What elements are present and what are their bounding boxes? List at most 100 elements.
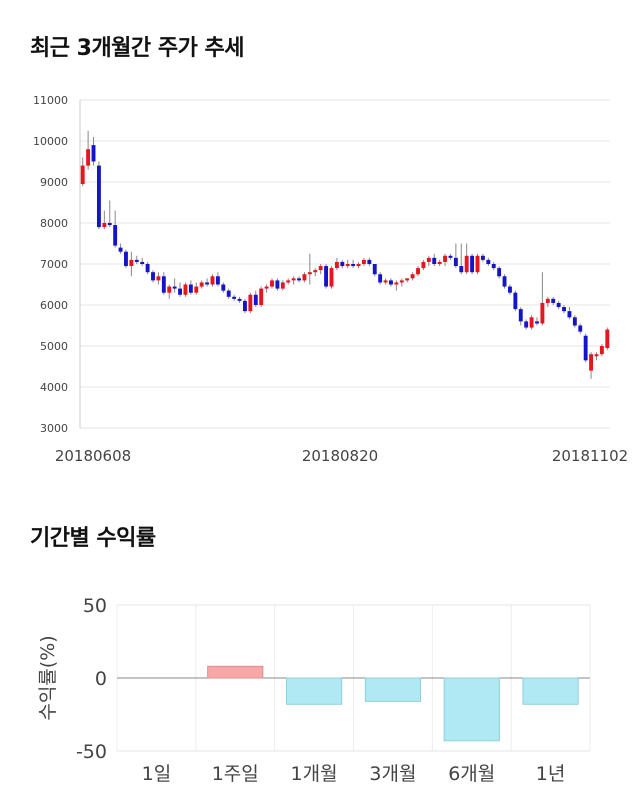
candle-body [96,165,101,228]
price-trend-title: 최근 3개월간 주가 추세 [30,36,244,61]
candle-body [345,264,350,267]
candle-body [107,223,112,226]
candle-body [599,346,604,355]
candle-body [551,298,556,303]
candle-body [389,280,393,285]
candle-body [578,325,583,332]
candle-body [221,284,226,291]
candle-body [361,259,366,264]
candle-body [324,266,329,287]
candle-body [264,286,269,289]
candle-body [297,278,301,281]
candle-body [259,288,264,305]
candle-body [129,259,134,267]
candle-body [183,284,188,295]
candle-body [334,261,339,269]
return-bar [522,677,579,705]
candle-body [151,272,155,281]
category-label: 3개월 [369,763,416,785]
y-tick-label: 10000 [33,135,68,148]
candle-body [102,223,107,228]
candle-body [291,278,296,281]
candle-body [210,276,215,285]
candle-body [524,321,529,328]
y-tick-label: 11000 [33,94,68,107]
candle-body [286,280,291,283]
x-tick-label: 20180820 [302,447,378,465]
candle-body [605,329,610,349]
candle-body [275,280,280,289]
candle-body [232,296,237,299]
candle-body [367,259,372,264]
y-tick-label: 4000 [40,381,68,394]
candle-body [443,255,447,262]
y-tick-label: 5000 [40,340,68,353]
candle-body [437,261,442,264]
candle-body [253,294,258,305]
candle-body [199,282,204,287]
candle-body [140,261,145,264]
candle-body [426,257,431,262]
candle-body [307,272,312,275]
period-return-title: 기간별 수익률 [30,526,156,551]
candle-body [410,274,415,279]
candle-body [540,302,545,324]
candle-body [480,255,485,260]
category-label: 6개월 [448,763,495,785]
y-tick-label: 8000 [40,217,68,230]
category-label: 1주일 [212,763,259,785]
candle-body [215,276,220,285]
candle-body [226,290,231,297]
candle-body [80,165,85,185]
candle-body [383,280,388,283]
candle-body [475,255,480,273]
candle-body [161,276,166,293]
candle-body [453,257,458,267]
candle-body [572,317,577,326]
candle-body [91,145,96,162]
candle-body [318,266,323,271]
candle-body [145,264,150,273]
candle-body [567,311,572,318]
candle-body [313,270,318,273]
candle-body [589,354,594,371]
candle-body [113,225,118,246]
candle-body [518,309,523,322]
candle-body [470,255,475,273]
candle-body [513,292,518,310]
return-bar [285,677,343,705]
candle-body [529,317,534,328]
candle-body [497,268,502,277]
candle-body [280,282,285,289]
candle-body [356,264,361,267]
candle-body [535,321,539,324]
candle-body [248,294,253,312]
candle-body [270,280,274,287]
y-tick-label: 7000 [40,258,68,271]
candle-body [502,276,507,287]
candle-body [86,149,91,166]
y-tick-label: 6000 [40,299,68,312]
candle-body [416,268,420,275]
candle-body [340,261,345,267]
candle-body [302,274,307,281]
candle-body [545,298,550,303]
y-tick-label: -50 [76,741,107,763]
candle-body [399,280,404,283]
candle-body [134,259,139,262]
candle-body [594,354,599,357]
candle-body [464,255,469,273]
candle-body [432,257,437,264]
category-label: 1년 [536,763,566,785]
candle-body [156,276,161,281]
candle-body [583,335,588,361]
candle-body [194,286,199,293]
y-tick-label: 0 [95,668,107,690]
candle-body [329,268,334,287]
candle-body [178,288,182,295]
candle-body [172,286,177,289]
candle-body [378,274,383,283]
y-axis-label: 수익률(%) [37,635,59,720]
y-tick-label: 50 [83,595,107,617]
